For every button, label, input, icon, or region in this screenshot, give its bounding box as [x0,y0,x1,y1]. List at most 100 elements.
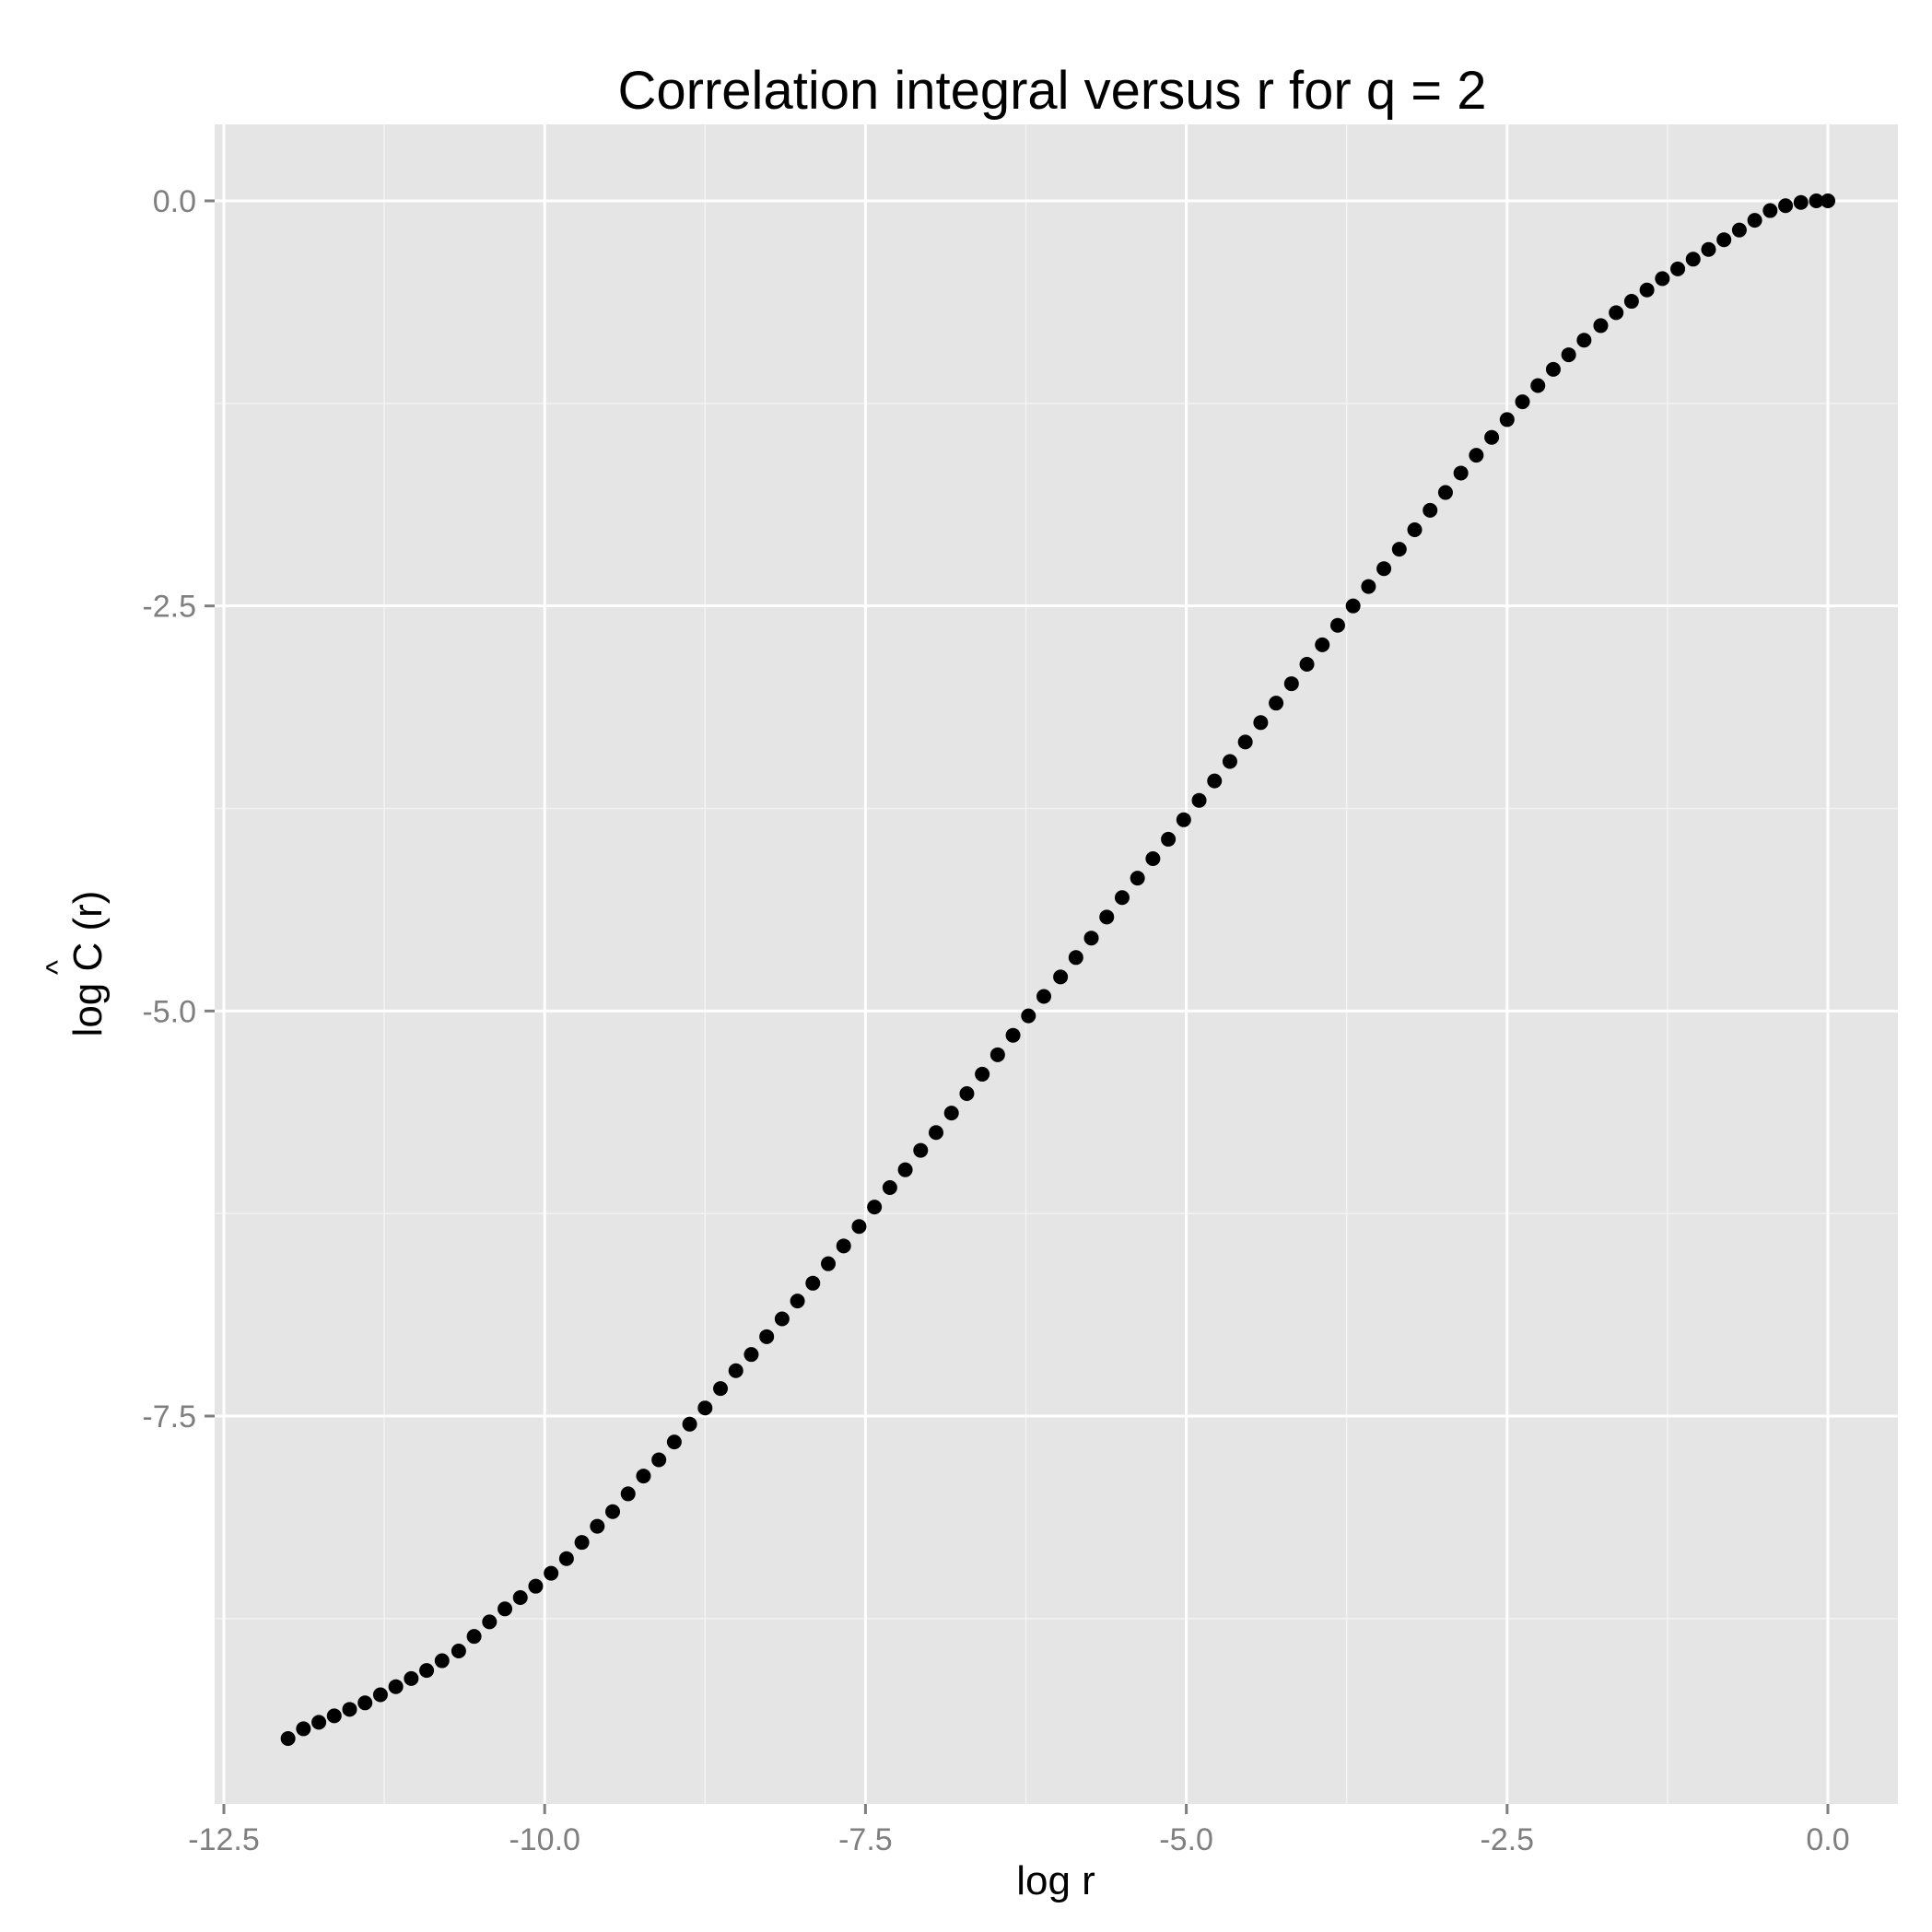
y-tick-label: 0.0 [153,184,196,219]
y-axis-title: log C (r) ^ [41,891,111,1037]
data-point [636,1469,651,1484]
y-axis-title-prefix: log [65,972,111,1037]
data-point [1222,754,1237,769]
data-point [1623,294,1639,310]
data-point [759,1329,775,1344]
data-point [1576,333,1592,348]
data-point [1793,194,1809,210]
y-axis-title-suffix: (r) [65,891,111,943]
x-tick-label: -5.0 [1159,1822,1213,1857]
data-point [1315,637,1330,652]
data-point [498,1601,513,1617]
data-point [851,1219,867,1235]
data-point [1207,773,1223,789]
data-point [1161,831,1177,847]
data-point [697,1400,713,1416]
data-point [666,1434,682,1450]
data-point [451,1644,466,1659]
data-point [1376,561,1392,577]
data-point [1068,950,1083,966]
data-point [1005,1027,1021,1043]
data-point [1191,792,1207,808]
data-point [774,1311,790,1327]
x-tick-label: -10.0 [509,1822,580,1857]
y-axis: 0.0 -2.5 -5.0 -7.5 [142,184,215,1434]
y-axis-title-symbol: C [65,943,111,972]
major-gridlines [215,124,1898,1804]
data-point [959,1086,975,1102]
data-point [929,1125,944,1141]
data-point [1083,931,1099,946]
data-point [836,1238,851,1254]
data-point [897,1162,913,1177]
data-point [1145,851,1161,867]
data-point [342,1702,357,1717]
data-point [1053,969,1069,985]
data-points [280,193,1835,1746]
data-point [280,1730,296,1746]
data-point [357,1695,373,1711]
data-point [1299,656,1315,672]
data-point [1345,598,1361,614]
data-point [1237,734,1253,750]
data-point [1130,871,1145,886]
data-point [790,1294,805,1309]
data-point [1545,361,1561,377]
data-point [1453,465,1469,481]
data-point [1329,617,1345,633]
data-point [1099,909,1115,925]
x-axis: -12.5 -10.0 -7.5 -5.0 -2.5 0.0 [188,1804,1850,1857]
data-point [1593,318,1609,334]
svg-text:log C (r): log C (r) [65,891,111,1037]
data-point [1609,305,1624,321]
data-point [605,1504,621,1519]
data-point [466,1629,482,1645]
data-point [1701,241,1716,257]
data-point [1437,485,1453,500]
data-point [1036,989,1051,1004]
data-point [528,1578,544,1594]
data-point [744,1347,759,1363]
data-point [1484,429,1500,445]
data-point [404,1670,419,1686]
data-point [651,1452,667,1468]
data-point [558,1551,574,1566]
data-point [882,1180,897,1196]
x-axis-title: log r [1016,1858,1095,1903]
data-point [1639,282,1655,298]
data-point [989,1047,1005,1062]
data-point [1685,252,1701,267]
data-point [1670,261,1686,276]
data-point [1499,412,1515,427]
data-point [1561,347,1576,363]
x-tick-label: -12.5 [188,1822,260,1857]
y-tick-label: -2.5 [142,590,196,625]
data-point [574,1535,590,1551]
data-point [512,1589,528,1605]
data-point [1114,890,1130,906]
data-point [1762,203,1778,218]
data-point [1716,232,1732,248]
y-tick-label: -5.0 [142,994,196,1029]
data-point [1021,1008,1036,1024]
data-point [1821,193,1835,208]
data-point [544,1565,559,1581]
data-point [1469,448,1484,463]
data-point [419,1663,435,1679]
data-point [1283,676,1299,692]
chart-title: Correlation integral versus r for q = 2 [618,61,1487,121]
data-point [1731,222,1747,238]
x-tick-label: -2.5 [1481,1822,1535,1857]
data-point [867,1200,883,1215]
data-point [1809,193,1824,208]
data-point [1361,579,1376,594]
data-point [372,1687,388,1703]
data-point [1407,522,1423,538]
data-point [1253,715,1269,731]
data-point [682,1416,697,1432]
data-point [388,1679,404,1694]
plot-panel [215,124,1898,1804]
data-point [821,1256,837,1271]
data-point [805,1275,821,1291]
